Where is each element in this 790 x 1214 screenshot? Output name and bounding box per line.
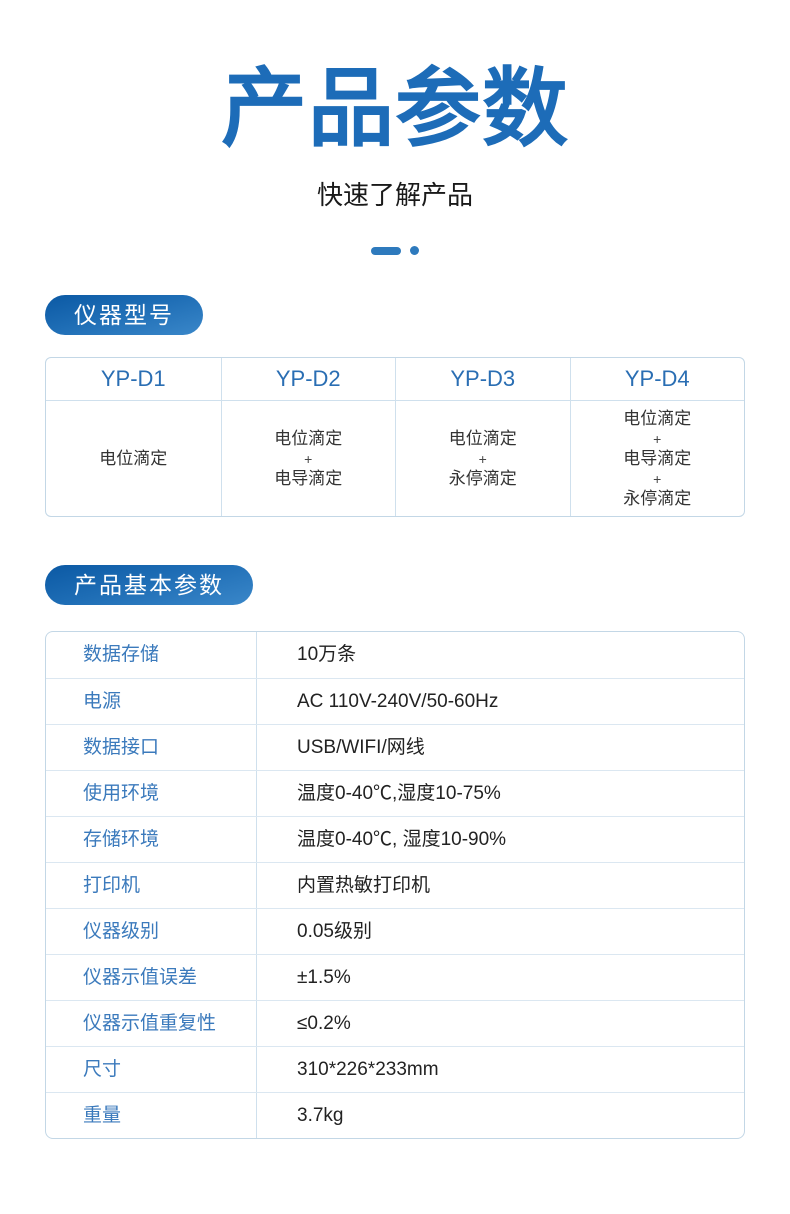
model-header-cell: YP-D3 — [395, 358, 570, 401]
model-table-body-row: 电位滴定 电位滴定 + 电导滴定 电位滴定 + 永停滴定 电位滴定 + 电导滴定… — [46, 400, 744, 517]
spec-label: 重量 — [46, 1093, 257, 1139]
plus-separator: + — [304, 450, 313, 467]
table-row: 数据存储 10万条 — [46, 632, 744, 679]
title-underline-dash — [371, 246, 401, 255]
spec-value: ±1.5% — [297, 967, 351, 989]
model-body-cell: 电位滴定 + 永停滴定 — [395, 400, 570, 517]
titration-mode-label: 永停滴定 — [623, 488, 692, 508]
spec-value: USB/WIFI/网线 — [297, 737, 425, 759]
titration-mode-label: 电位滴定 — [99, 448, 168, 468]
title-underline-decoration — [0, 246, 790, 256]
spec-label: 数据接口 — [46, 725, 257, 771]
model-body-cell: 电位滴定 + 电导滴定 + 永停滴定 — [569, 400, 744, 517]
table-row: 仪器示值误差 ±1.5% — [46, 954, 744, 1001]
page-title: 产品参数 — [221, 61, 569, 157]
titration-mode-label: 电位滴定 — [623, 408, 692, 428]
spec-label: 数据存储 — [46, 632, 257, 679]
model-header-cell: YP-D4 — [569, 358, 745, 401]
plus-separator: + — [478, 450, 487, 467]
spec-label: 尺寸 — [46, 1047, 257, 1093]
spec-label: 打印机 — [46, 863, 257, 909]
table-row: 打印机 内置热敏打印机 — [46, 862, 744, 909]
model-header-cell: YP-D1 — [100, 366, 166, 392]
table-row: 数据接口 USB/WIFI/网线 — [46, 724, 744, 771]
plus-separator: + — [653, 430, 662, 447]
spec-value: 温度0-40℃,湿度10-75% — [297, 783, 501, 805]
spec-value: 310*226*233mm — [297, 1059, 439, 1081]
spec-value: ≤0.2% — [297, 1013, 351, 1035]
instrument-model-table: YP-D1 YP-D2 YP-D3 YP-D4 电位滴定 电位滴定 + 电导滴定… — [45, 357, 745, 518]
model-table-header-row: YP-D1 YP-D2 YP-D3 YP-D4 — [46, 358, 745, 401]
spec-value: 温度0-40℃, 湿度10-90% — [297, 829, 507, 851]
spec-label: 电源 — [46, 679, 257, 725]
section-badge-basic-parameters: 产品基本参数 — [45, 565, 253, 606]
spec-label: 仪器示值误差 — [46, 955, 257, 1001]
spec-value: 0.05级别 — [297, 921, 372, 943]
spec-value: AC 110V-240V/50-60Hz — [297, 691, 499, 713]
page-subtitle: 快速了解产品 — [316, 180, 473, 211]
spec-label: 仪器示值重复性 — [46, 1001, 257, 1047]
spec-label: 存储环境 — [46, 817, 257, 863]
titration-mode-label: 电导滴定 — [274, 468, 343, 488]
titration-mode-label: 电导滴定 — [623, 448, 692, 468]
basic-parameters-table: 数据存储 10万条 电源 AC 110V-240V/50-60Hz 数据接口 U… — [45, 631, 745, 1140]
titration-mode-label: 永停滴定 — [448, 468, 517, 488]
titration-mode-label: 电位滴定 — [274, 428, 343, 448]
spec-label: 仪器级别 — [46, 909, 257, 955]
section-badge-instrument-model: 仪器型号 — [45, 295, 203, 336]
table-row: 使用环境 温度0-40℃,湿度10-75% — [46, 770, 744, 817]
spec-label: 使用环境 — [46, 771, 257, 817]
table-row: 存储环境 温度0-40℃, 湿度10-90% — [46, 816, 744, 863]
spec-value: 内置热敏打印机 — [297, 875, 431, 897]
plus-separator: + — [653, 470, 662, 487]
model-header-cell: YP-D2 — [220, 358, 396, 401]
title-underline-dot — [410, 246, 419, 256]
model-body-cell: 电位滴定 + 电导滴定 — [220, 400, 395, 517]
table-row: 重量 3.7kg — [46, 1092, 744, 1139]
titration-mode-label: 电位滴定 — [448, 428, 517, 448]
table-row: 电源 AC 110V-240V/50-60Hz — [46, 678, 744, 725]
spec-value: 3.7kg — [297, 1105, 344, 1127]
spec-value: 10万条 — [297, 644, 357, 666]
table-row: 尺寸 310*226*233mm — [46, 1046, 744, 1093]
model-body-cell: 电位滴定 — [46, 400, 221, 516]
table-row: 仪器示值重复性 ≤0.2% — [46, 1000, 744, 1047]
table-row: 仪器级别 0.05级别 — [46, 908, 744, 955]
